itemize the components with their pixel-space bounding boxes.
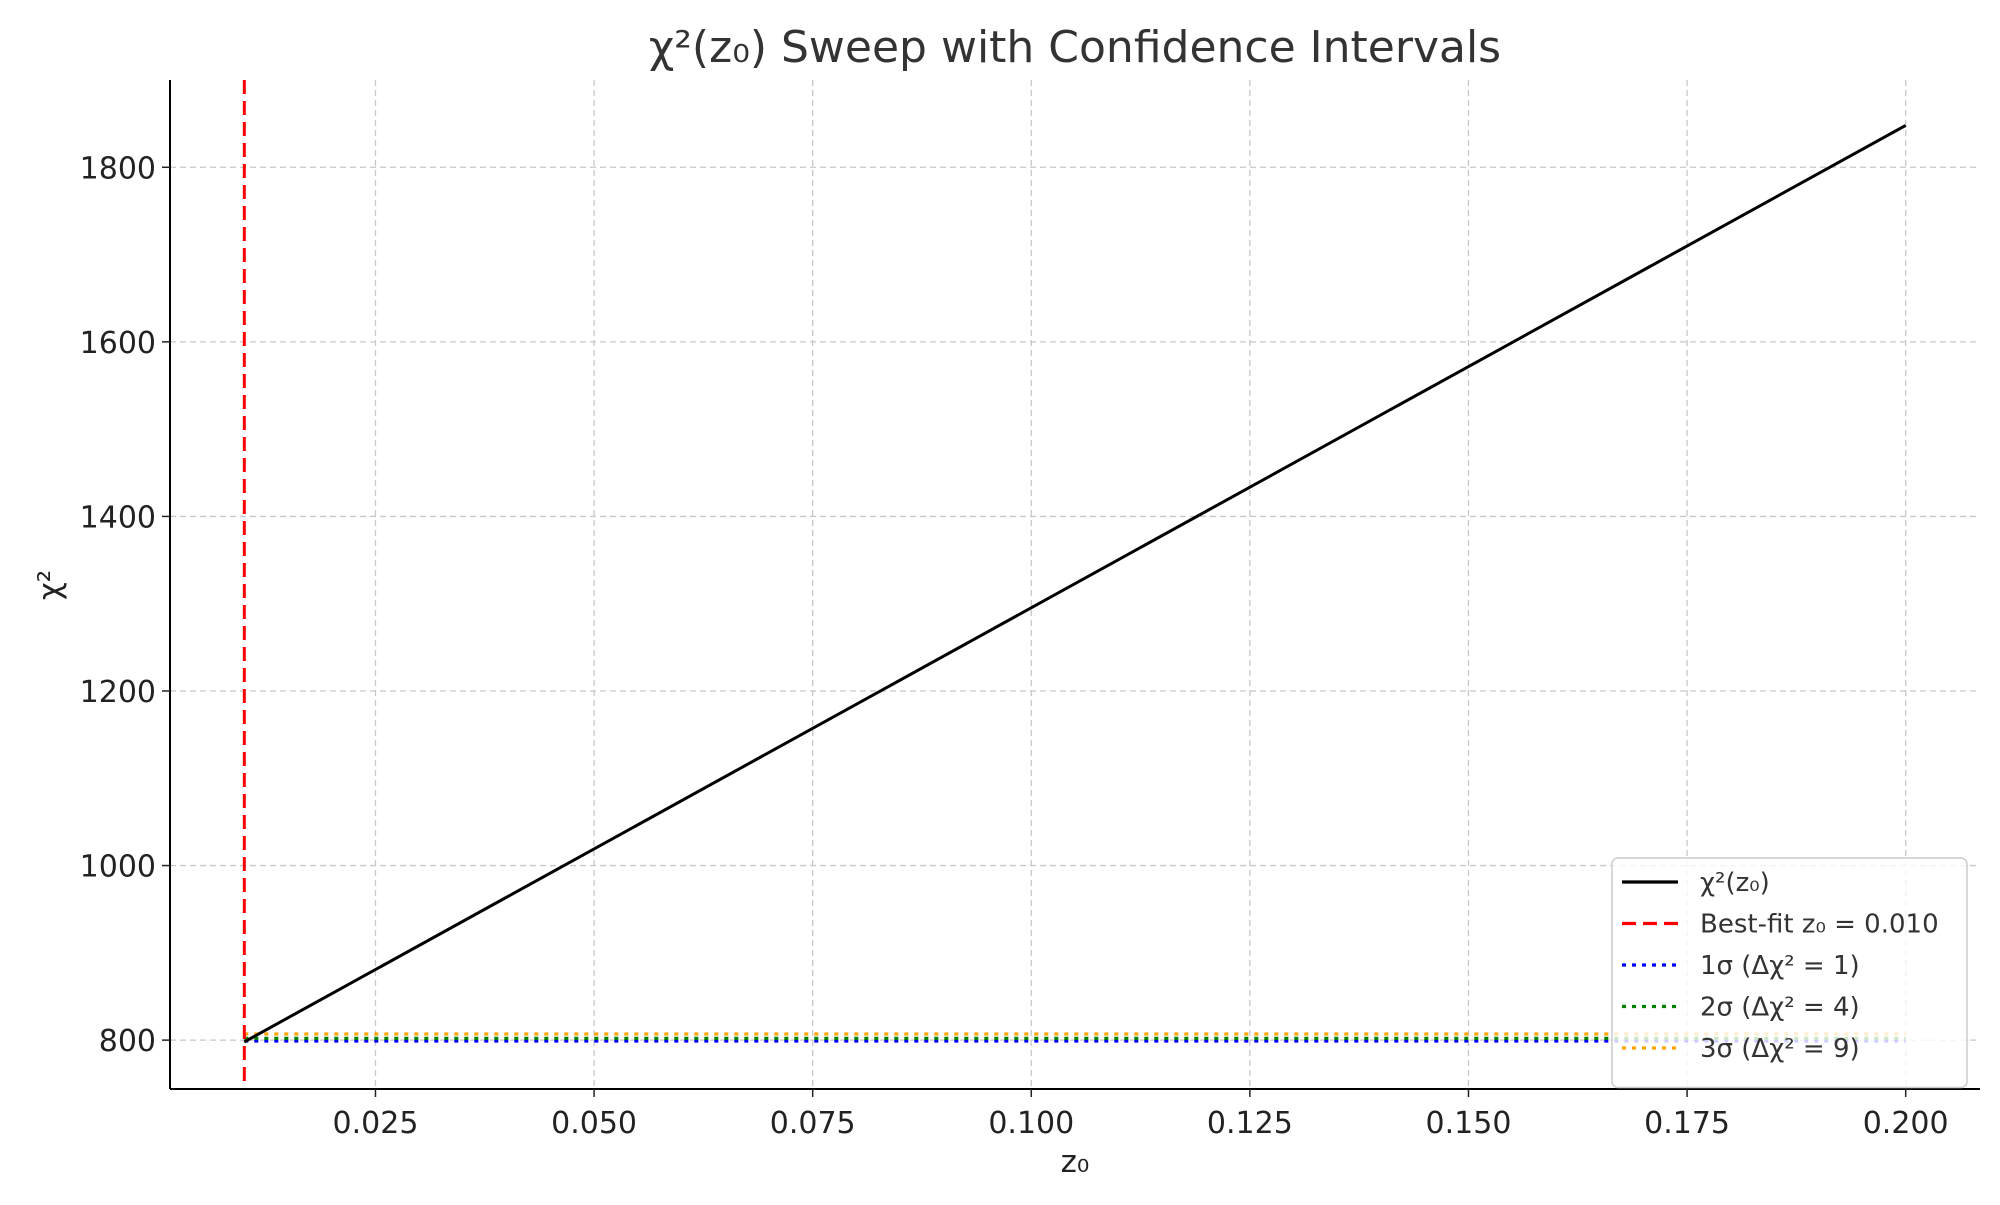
y-tick-label: 800 — [99, 1024, 156, 1059]
x-tick-label: 0.150 — [1426, 1106, 1512, 1141]
legend-label-1sigma: 1σ (Δχ² = 1) — [1700, 951, 1860, 981]
legend-label-2sigma: 2σ (Δχ² = 4) — [1700, 993, 1860, 1023]
series-layer — [242, 80, 1907, 1089]
y-tick-label: 1000 — [80, 850, 156, 885]
chart-title: χ²(z₀) Sweep with Confidence Intervals — [649, 22, 1501, 73]
legend-label-best-fit: Best-fit z₀ = 0.010 — [1700, 910, 1939, 940]
x-tick-label: 0.050 — [551, 1106, 637, 1141]
legend-box — [1611, 857, 1968, 1089]
x-tick-label: 0.075 — [770, 1106, 856, 1141]
y-tick-label: 1600 — [80, 326, 156, 361]
x-tick-label: 0.175 — [1644, 1106, 1730, 1141]
legend: χ²(z₀) Best-fit z₀ = 0.010 1σ (Δχ² = 1) 2σ … — [1611, 857, 1968, 1089]
x-axis-label: z₀ — [1061, 1144, 1090, 1180]
axes-layer — [169, 80, 1980, 1090]
x-tick-label: 0.125 — [1207, 1106, 1293, 1141]
x-tick-label: 0.025 — [333, 1106, 419, 1141]
chi2-series-line — [243, 124, 1907, 1044]
y-axis-label: χ² — [32, 570, 68, 600]
legend-label-chi2: χ²(z₀) — [1700, 868, 1770, 898]
legend-label-3sigma: 3σ (Δχ² = 9) — [1700, 1034, 1860, 1064]
y-tick-label: 1400 — [80, 500, 156, 535]
x-tick-label: 0.100 — [988, 1106, 1074, 1141]
ticks-layer: 0.025 0.050 0.075 0.100 0.125 0.150 0.175 0.200… — [80, 151, 1949, 1141]
y-tick-label: 1800 — [80, 151, 156, 186]
y-tick-label: 1200 — [80, 675, 156, 710]
x-tick-label: 0.200 — [1863, 1106, 1949, 1141]
